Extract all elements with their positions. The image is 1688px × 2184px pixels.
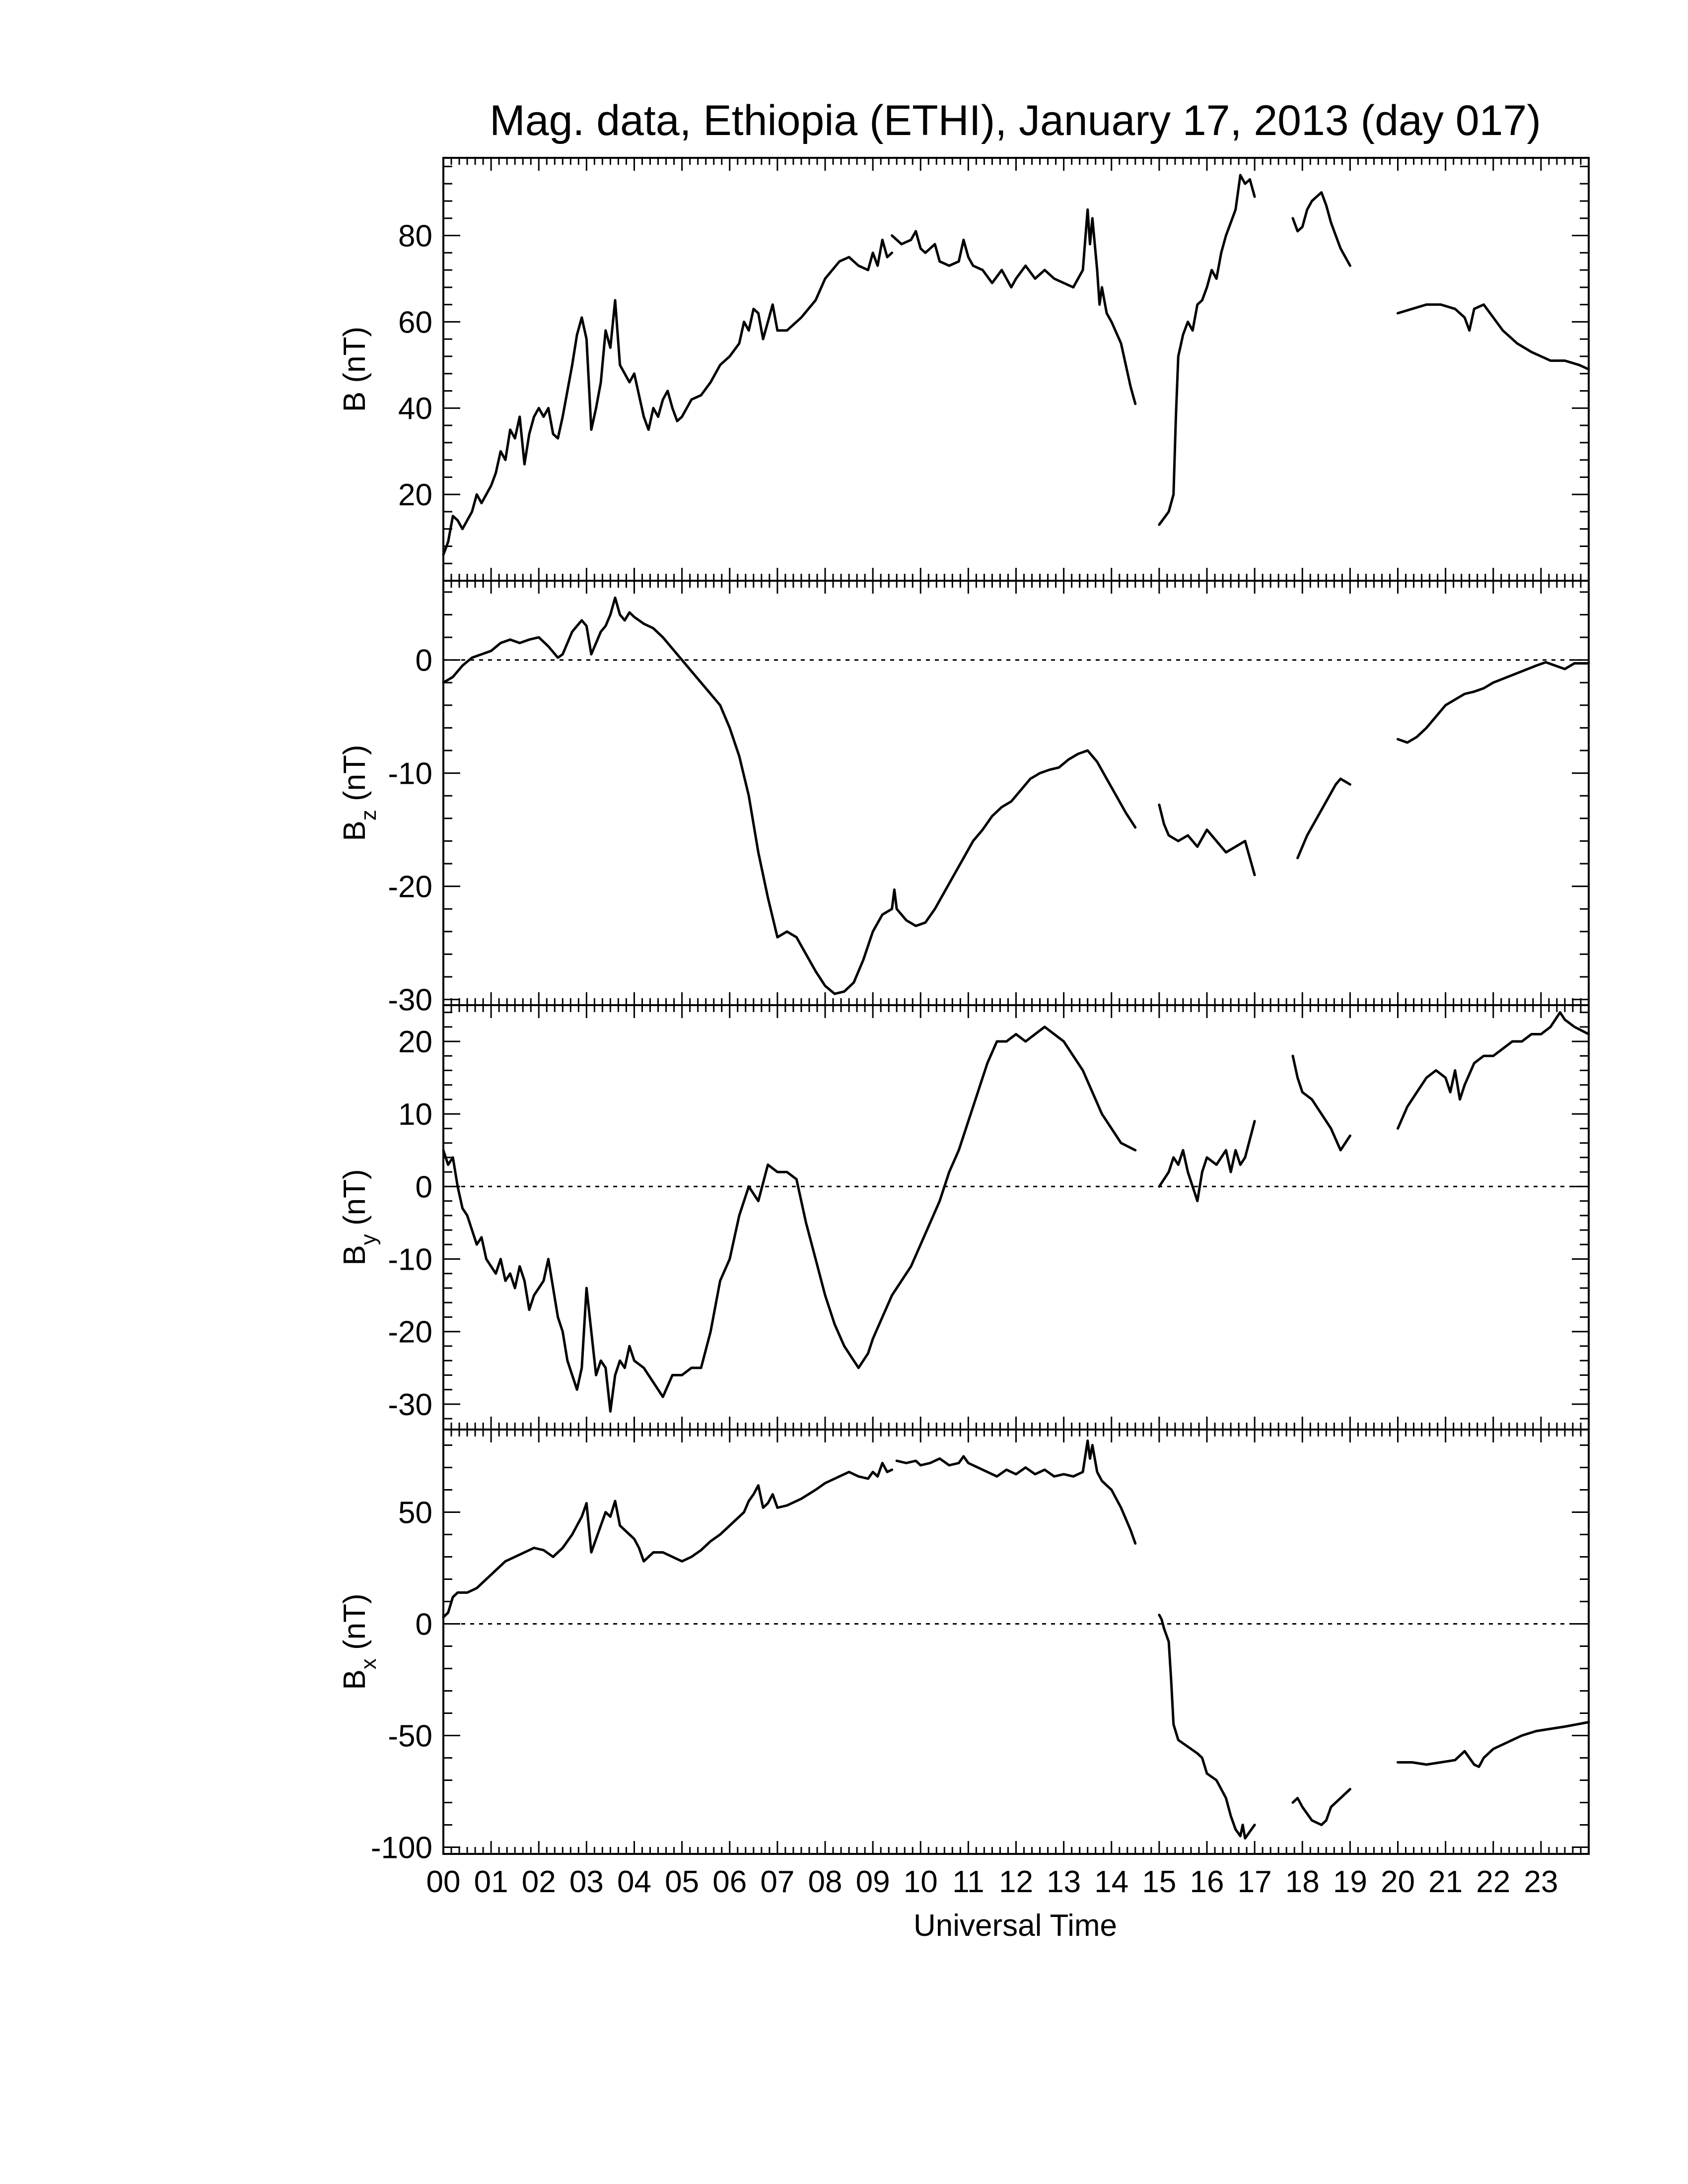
y-axis-title-main: B — [338, 1245, 372, 1265]
x-tick-label: 15 — [1142, 1865, 1176, 1899]
x-axis-title: Universal Time — [914, 1909, 1117, 1943]
y-tick-label: -10 — [388, 757, 432, 791]
x-tick-label: 01 — [474, 1865, 508, 1899]
series-line — [891, 208, 1137, 406]
series-line — [1158, 174, 1256, 526]
series-line — [1397, 661, 1590, 744]
x-tick-label: 00 — [426, 1865, 461, 1899]
x-tick-label: 13 — [1047, 1865, 1081, 1899]
y-tick-label: 0 — [416, 1608, 432, 1642]
y-tick-label: 0 — [416, 644, 432, 678]
x-tick-label: 08 — [808, 1865, 843, 1899]
y-axis-title: Bz (nT) — [338, 745, 381, 841]
y-tick-label: 10 — [398, 1097, 432, 1132]
y-tick-label: -30 — [388, 1388, 432, 1422]
x-axis: 00 01 02 03 04 05 06 07 08 09 10 11 12 13 14 15 16 17 18 19… — [426, 1865, 1558, 1899]
panel-frame — [442, 1004, 1590, 1431]
y-tick-label: 80 — [398, 219, 432, 253]
y-tick-label: 20 — [398, 478, 432, 512]
series-line — [1397, 1721, 1590, 1768]
y-tick-label: 50 — [398, 1496, 432, 1530]
y-tick-label: 40 — [398, 392, 432, 426]
series-line — [442, 596, 1137, 995]
x-tick-label: 07 — [760, 1865, 794, 1899]
y-tick-label: -100 — [371, 1831, 432, 1865]
panel-frame — [442, 1429, 1590, 1855]
x-tick-label: 09 — [856, 1865, 890, 1899]
x-tick-label: 22 — [1476, 1865, 1510, 1899]
series-line — [442, 1025, 1137, 1413]
panel-2: -30 -20 -10 0 Bz (nT) — [338, 580, 1590, 1018]
x-tick-label: 14 — [1094, 1865, 1128, 1899]
x-tick-label: 21 — [1428, 1865, 1463, 1899]
x-tick-label: 02 — [522, 1865, 556, 1899]
x-tick-label: 16 — [1190, 1865, 1224, 1899]
series-line — [1158, 803, 1256, 877]
y-axis-title-main: B — [338, 1669, 372, 1690]
y-axis-title: By (nT) — [338, 1169, 381, 1265]
series-line — [1158, 1120, 1256, 1203]
series-line — [895, 1439, 1137, 1545]
y-axis-title-subscript: x — [356, 1658, 381, 1669]
chart-title: Mag. data, Ethiopia (ETHI), January 17, … — [490, 97, 1541, 144]
x-tick-label: 10 — [904, 1865, 938, 1899]
y-axis-title-unit: (nT) — [338, 1169, 372, 1234]
y-axis-title-main: B — [338, 820, 372, 841]
series-line — [1397, 1011, 1590, 1130]
panel-frame — [442, 157, 1590, 582]
series-line — [1291, 1788, 1351, 1826]
y-axis-title: Bx (nT) — [338, 1593, 381, 1690]
y-tick-label: -30 — [388, 983, 432, 1018]
x-tick-label: 17 — [1238, 1865, 1272, 1899]
x-tick-label: 03 — [569, 1865, 604, 1899]
y-axis-title-unit: (nT) — [338, 327, 372, 392]
y-axis-title-main: B — [338, 392, 372, 412]
y-tick-label: 60 — [398, 305, 432, 340]
y-tick-label: -20 — [388, 1315, 432, 1350]
x-tick-label: 23 — [1524, 1865, 1558, 1899]
x-tick-label: 19 — [1333, 1865, 1367, 1899]
x-tick-label: 11 — [952, 1865, 984, 1899]
y-axis-title-unit: (nT) — [338, 1593, 372, 1658]
y-axis-title: B (nT) — [338, 327, 372, 412]
series-line — [1296, 777, 1351, 860]
y-axis-title-subscript: z — [356, 810, 381, 820]
series-line — [1291, 1054, 1351, 1152]
x-tick-label: 04 — [617, 1865, 651, 1899]
panel-4: -100 -50 0 50 Bx (nT) — [338, 1429, 1590, 1865]
y-tick-label: -20 — [388, 870, 432, 904]
series-line — [1397, 303, 1590, 371]
y-axis-title-unit: (nT) — [338, 745, 372, 810]
x-tick-label: 06 — [712, 1865, 747, 1899]
y-axis-title-subscript: y — [356, 1234, 381, 1245]
panel-1: 20 40 60 80 B (nT) — [338, 157, 1590, 582]
series-line — [1158, 1614, 1256, 1840]
y-tick-label: 20 — [398, 1025, 432, 1059]
series-line — [442, 238, 894, 556]
x-tick-label: 12 — [999, 1865, 1033, 1899]
y-tick-label: 0 — [416, 1170, 432, 1204]
series-line — [442, 1462, 894, 1619]
x-tick-label: 20 — [1381, 1865, 1415, 1899]
panel-3: -30 -20 -10 0 10 20 By (nT) — [338, 1004, 1590, 1431]
y-tick-label: -10 — [388, 1243, 432, 1277]
y-tick-label: -50 — [388, 1719, 432, 1754]
x-tick-label: 05 — [665, 1865, 699, 1899]
series-line — [1291, 191, 1351, 267]
panel-frame — [442, 580, 1590, 1006]
x-tick-label: 18 — [1285, 1865, 1320, 1899]
